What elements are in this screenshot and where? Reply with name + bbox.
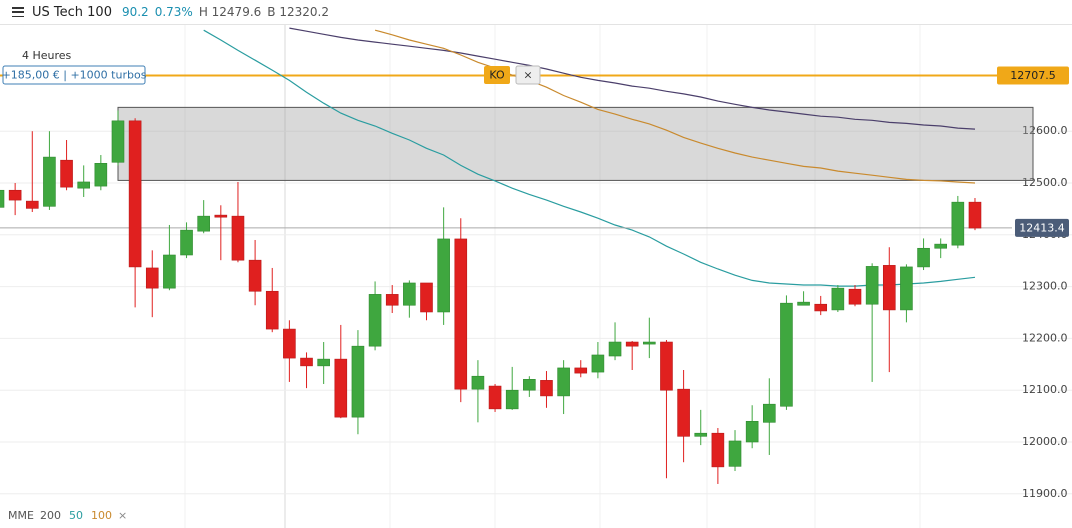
candle-body: [831, 287, 845, 311]
candle-body: [540, 380, 553, 397]
timeframe: 4 Heures: [22, 49, 72, 62]
candle-body: [900, 266, 913, 311]
candle-body: [111, 120, 125, 163]
zone: [117, 106, 1034, 181]
candle-body: [814, 303, 828, 312]
ko-close[interactable]: ×: [523, 69, 532, 82]
y-tick-label: 12100.0: [1022, 383, 1068, 396]
candle-body: [917, 247, 930, 268]
instrument: US Tech 100: [32, 4, 112, 20]
candle-body: [454, 238, 468, 390]
y-tick-label: 11900.0: [1022, 487, 1068, 500]
legend-entry: 100: [91, 509, 112, 522]
header: US Tech 100 90.2 0.73% H 12479.6 B 12320…: [0, 0, 1072, 25]
moving-average: [289, 27, 976, 130]
candle-body: [351, 345, 365, 418]
candle-body: [25, 200, 39, 209]
y-tick-label: 12200.0: [1022, 331, 1068, 344]
last-price-box: [1015, 218, 1069, 237]
candle-body: [403, 282, 416, 306]
position-box: [2, 65, 146, 85]
candle-body: [728, 440, 742, 467]
vertical-grid: [184, 25, 921, 528]
change-pct: 0.73%: [154, 5, 193, 19]
candle-body: [505, 389, 519, 410]
candle-body: [214, 214, 228, 218]
candle-body: [934, 243, 948, 249]
candle-body: [780, 302, 793, 407]
candle-body: [608, 341, 622, 357]
candle-body: [180, 229, 193, 256]
candle-body: [283, 328, 296, 359]
last-price-label: 12413.4: [1019, 221, 1065, 234]
candle-body: [762, 403, 776, 423]
candle-body: [625, 341, 639, 347]
candle-body: [385, 294, 399, 306]
candle-body: [591, 354, 605, 373]
candle-body: [128, 120, 142, 268]
candle-body: [420, 282, 433, 313]
candle-body: [94, 163, 108, 187]
candle-body: [265, 290, 279, 330]
legend-close[interactable]: ×: [118, 509, 127, 522]
legend-entry: 200: [40, 509, 61, 522]
candle-body: [334, 358, 348, 418]
y-tick-label: 12300.0: [1022, 280, 1068, 293]
candle-body: [523, 379, 536, 391]
ko-price-box: [997, 66, 1069, 85]
candle-body: [968, 201, 982, 229]
candle-body: [77, 181, 90, 189]
candle-body: [300, 357, 313, 367]
candle-body: [197, 215, 210, 232]
ko-badge[interactable]: [484, 66, 510, 84]
candle-body: [437, 238, 450, 313]
candle-body: [0, 189, 5, 208]
position-summary: +185,00 € | +1000 turbos: [2, 69, 147, 82]
candle-body: [557, 367, 570, 397]
ko-close-button[interactable]: [515, 65, 541, 85]
candle-body: [145, 267, 159, 289]
candle-body: [677, 388, 690, 437]
candle-body: [488, 385, 502, 410]
candle-body: [660, 341, 673, 391]
legend-title: MME: [8, 509, 34, 522]
moving-average: [374, 29, 976, 184]
ko-price-label: 12707.5: [1010, 69, 1056, 82]
candle-body: [317, 358, 330, 367]
candle-body: [643, 341, 656, 345]
candle-body: [248, 259, 262, 292]
candle-body: [8, 189, 22, 201]
candle-body: [471, 375, 485, 390]
moving-average: [203, 29, 976, 287]
candle-body: [865, 266, 879, 305]
candle-body: [694, 432, 708, 437]
candle-body: [848, 288, 862, 305]
menu-button[interactable]: [12, 7, 24, 17]
candle-body: [231, 215, 245, 261]
legend-entry: 50: [69, 509, 83, 522]
candle-body: [882, 265, 896, 311]
candle-body: [797, 301, 810, 306]
candle-body: [368, 294, 382, 347]
high: H 12479.6: [198, 5, 262, 19]
low: B 12320.2: [267, 5, 329, 19]
candle-body: [163, 254, 176, 289]
candle-body: [711, 432, 725, 468]
candle-body: [951, 201, 965, 246]
candle-body: [745, 420, 759, 443]
y-tick-label: 12000.0: [1022, 435, 1068, 448]
candle-body: [574, 367, 588, 374]
change: 90.2: [121, 5, 149, 19]
ko-label: KO: [489, 69, 505, 82]
candle-body: [43, 156, 56, 207]
candle-body: [60, 159, 73, 188]
